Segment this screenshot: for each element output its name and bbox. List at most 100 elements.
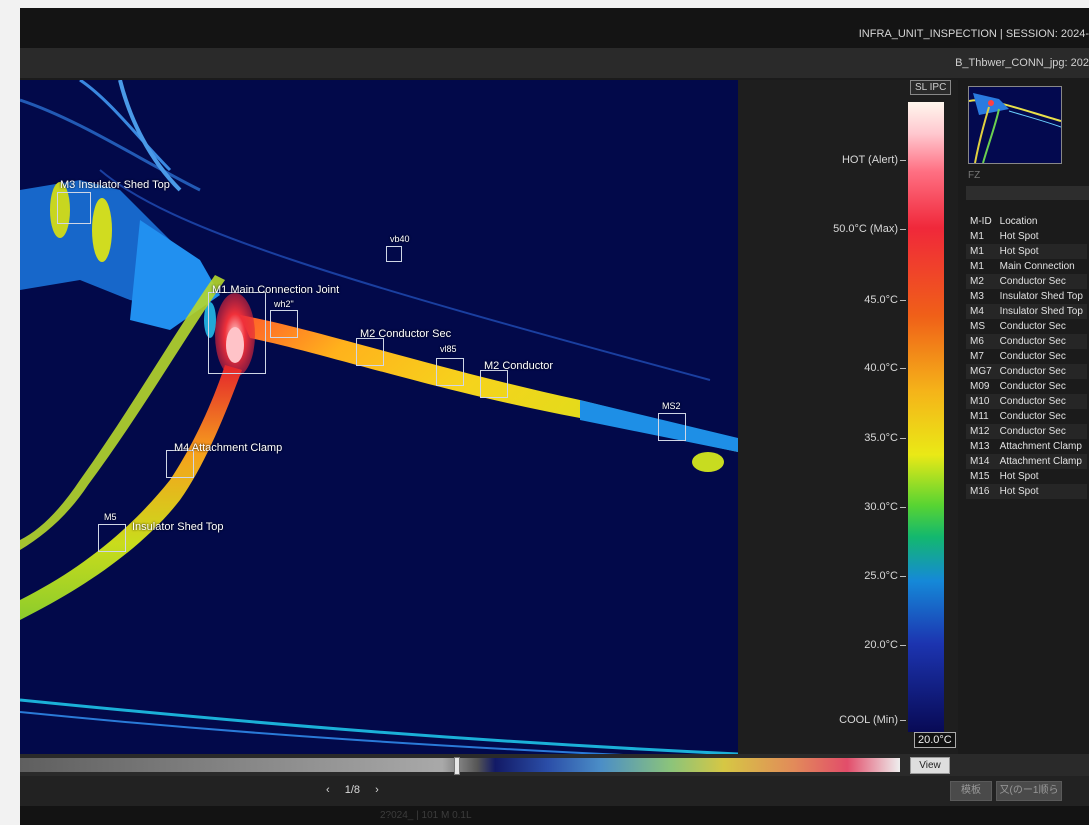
page-indicator: 1/8 bbox=[344, 784, 361, 796]
measurement-panel: FZ M-ID Location M1 Hot Spot M1 Hot Spot M1 M… bbox=[962, 80, 1089, 754]
m4-label: M4 Attachment Clamp bbox=[174, 442, 283, 454]
table-row[interactable]: M13 Attachment Clamp bbox=[966, 439, 1087, 454]
next-page-button[interactable]: › bbox=[375, 784, 379, 796]
row-mid: MS bbox=[970, 321, 985, 332]
row-location: Conductor Sec bbox=[999, 351, 1066, 362]
row-mid: M6 bbox=[966, 334, 996, 349]
row-location: Attachment Clamp bbox=[995, 454, 1087, 469]
scale-tick-35: 35.0°C bbox=[738, 432, 906, 444]
column-location[interactable]: Location bbox=[999, 216, 1038, 227]
row-mid: M4 bbox=[966, 304, 996, 319]
row-location: Conductor Sec bbox=[995, 424, 1087, 439]
m4-measure-box[interactable] bbox=[166, 450, 194, 478]
vb40-label: vb40 bbox=[390, 234, 410, 244]
row-location: Main Connection bbox=[999, 261, 1075, 272]
table-row[interactable]: M2 Conductor Sec bbox=[966, 274, 1087, 289]
row-location: Insulator Shed Top bbox=[999, 291, 1083, 302]
row-mid: M1 bbox=[966, 244, 996, 259]
scale-tick-20: 20.0°C bbox=[738, 639, 906, 651]
row-location: Conductor Sec bbox=[999, 321, 1066, 332]
row-location: Conductor Sec bbox=[995, 364, 1087, 379]
table-row[interactable]: M1 Main Connection bbox=[966, 259, 1087, 274]
temperature-color-bar bbox=[908, 102, 944, 732]
action-button[interactable]: 又(のー1顺ら bbox=[996, 781, 1062, 801]
thermal-image-viewer[interactable]: M3 Insulator Shed Top vb40 M1 Main Conne… bbox=[20, 80, 738, 754]
m1-measure-box[interactable] bbox=[208, 292, 266, 374]
table-row[interactable]: M11 Conductor Sec bbox=[966, 409, 1087, 424]
status-text: 2?024_ | 101 M 0.1L bbox=[380, 810, 472, 821]
wh2-measure-box[interactable] bbox=[270, 310, 298, 338]
row-mid: M10 bbox=[966, 394, 996, 409]
filter-input[interactable] bbox=[966, 186, 1089, 200]
row-location: Hot Spot bbox=[999, 471, 1039, 482]
view-button[interactable]: View bbox=[910, 757, 950, 774]
ms2-measure-box[interactable] bbox=[658, 413, 686, 441]
row-location: Conductor Sec bbox=[995, 394, 1087, 409]
table-header: M-ID Location bbox=[966, 214, 1087, 229]
thermal-inspection-window: INFRA_UNIT_INSPECTION | SESSION: 2024- B… bbox=[20, 8, 1089, 825]
row-location: Hot Spot bbox=[999, 231, 1039, 242]
table-row[interactable]: M09 Conductor Sec bbox=[966, 379, 1087, 394]
row-mid: M11 bbox=[970, 411, 989, 422]
row-mid: M7 bbox=[970, 351, 984, 362]
row-location: Hot Spot bbox=[995, 484, 1087, 499]
table-row[interactable]: M3 Insulator Shed Top bbox=[966, 289, 1087, 304]
filter-label: FZ bbox=[968, 170, 981, 181]
temperature-scale-panel: SL IPC HOT (Alert) 50.0°C (Max) 45.0°C 4… bbox=[738, 80, 958, 754]
row-mid: M13 bbox=[970, 441, 990, 452]
table-row[interactable]: M4 Insulator Shed Top bbox=[966, 304, 1087, 319]
table-row[interactable]: M12 Conductor Sec bbox=[966, 424, 1087, 439]
navigation-bar: ‹ 1/8 › 模板 又(のー1顺ら bbox=[20, 776, 1089, 806]
table-row[interactable]: MS Conductor Sec bbox=[966, 319, 1087, 334]
table-row[interactable]: M1 Hot Spot bbox=[966, 244, 1087, 259]
row-location: Conductor Sec bbox=[999, 381, 1066, 392]
image-thumbnail[interactable] bbox=[968, 86, 1062, 164]
table-row[interactable]: M10 Conductor Sec bbox=[966, 394, 1087, 409]
toolbar: B_Thbwer_CONN_jpg: 202 bbox=[20, 48, 1089, 78]
table-row[interactable]: M14 Attachment Clamp bbox=[966, 454, 1087, 469]
table-row[interactable]: M6 Conductor Sec bbox=[966, 334, 1087, 349]
measurement-table: M-ID Location M1 Hot Spot M1 Hot Spot M1 Main… bbox=[966, 214, 1087, 499]
table-row[interactable]: M16 Hot Spot bbox=[966, 484, 1087, 499]
m2-label-2: M2 Conductor bbox=[484, 360, 554, 372]
table-row[interactable]: MG7 Conductor Sec bbox=[966, 364, 1087, 379]
session-title: INFRA_UNIT_INSPECTION | SESSION: 2024- bbox=[858, 28, 1089, 40]
template-button[interactable]: 模板 bbox=[950, 781, 992, 801]
m1-label: M1 Main Connection Joint bbox=[212, 284, 340, 296]
row-mid: M15 bbox=[970, 471, 990, 482]
m5-measure-box[interactable] bbox=[98, 524, 126, 552]
m5-id-label: M5 bbox=[104, 512, 117, 522]
row-location: Attachment Clamp bbox=[999, 441, 1082, 452]
scale-tick-hot: HOT (Alert) bbox=[738, 154, 906, 166]
row-location: Hot Spot bbox=[995, 244, 1087, 259]
row-location: Insulator Shed Top bbox=[995, 304, 1087, 319]
ms2-label: MS2 bbox=[662, 401, 681, 411]
row-location: Conductor Sec bbox=[999, 411, 1066, 422]
prev-page-button[interactable]: ‹ bbox=[326, 784, 330, 796]
palette-tag[interactable]: SL IPC bbox=[910, 80, 952, 95]
column-mid[interactable]: M-ID bbox=[970, 216, 992, 227]
m2-measure-box-1[interactable] bbox=[356, 338, 384, 366]
scale-tick-25: 25.0°C bbox=[738, 570, 906, 582]
vl85-measure-box[interactable] bbox=[436, 358, 464, 386]
scale-tick-40: 40.0°C bbox=[738, 362, 906, 374]
palette-bar: View bbox=[20, 754, 1089, 776]
pager: ‹ 1/8 › bbox=[320, 784, 385, 796]
status-bar: 2?024_ | 101 M 0.1L bbox=[20, 806, 1089, 825]
row-mid: M14 bbox=[966, 454, 996, 469]
palette-range-slider[interactable] bbox=[20, 757, 900, 775]
table-row[interactable]: M7 Conductor Sec bbox=[966, 349, 1087, 364]
scale-tick-30: 30.0°C bbox=[738, 501, 906, 513]
row-location: Conductor Sec bbox=[995, 334, 1087, 349]
row-mid: M16 bbox=[966, 484, 996, 499]
m2-measure-box-2[interactable] bbox=[480, 370, 508, 398]
row-mid: M2 bbox=[966, 274, 996, 289]
scale-tick-max: 50.0°C (Max) bbox=[738, 223, 906, 235]
palette-slider-handle[interactable] bbox=[454, 757, 460, 775]
m3-measure-box[interactable] bbox=[57, 192, 91, 224]
table-row[interactable]: M15 Hot Spot bbox=[966, 469, 1087, 484]
row-location: Conductor Sec bbox=[995, 274, 1087, 289]
scale-tick-min: COOL (Min) bbox=[738, 714, 906, 726]
table-row[interactable]: M1 Hot Spot bbox=[966, 229, 1087, 244]
vb40-measure-box[interactable] bbox=[386, 246, 402, 262]
